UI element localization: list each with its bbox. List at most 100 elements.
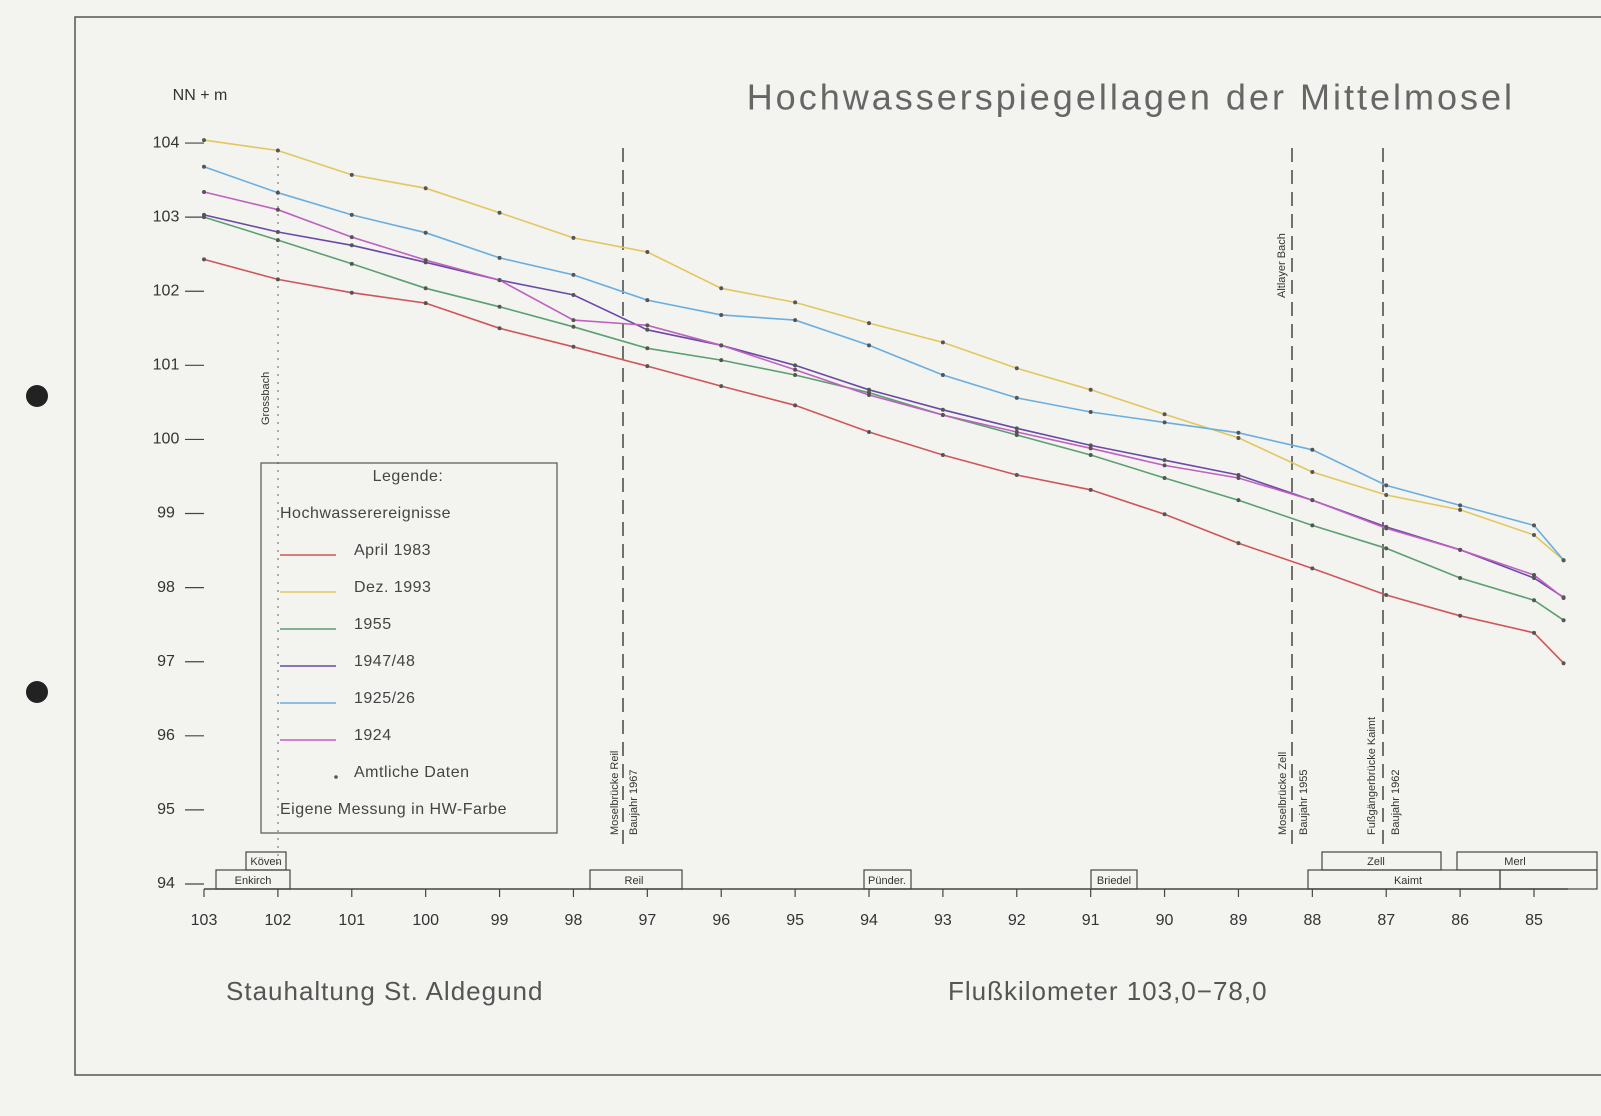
x-tick-label: 91 [1082, 912, 1100, 929]
x-tick-label: 103 [191, 912, 218, 929]
legend-label: 1955 [354, 616, 392, 633]
legend-official: Amtliche Daten [354, 764, 470, 781]
x-tick-label: 99 [491, 912, 509, 929]
place-label: Reil [625, 875, 644, 887]
data-point [1532, 575, 1537, 580]
data-point [940, 412, 945, 417]
legend-label: 1925/26 [354, 690, 415, 707]
data-point [1236, 435, 1241, 440]
data-point [1458, 547, 1463, 552]
data-point [423, 186, 428, 191]
data-point [423, 301, 428, 306]
x-tick-label: 100 [412, 912, 439, 929]
data-point [275, 148, 280, 153]
data-point [1310, 447, 1315, 452]
data-point [645, 298, 650, 303]
data-point [1088, 410, 1093, 415]
data-point [1014, 426, 1019, 431]
data-point [940, 407, 945, 412]
data-point [867, 387, 872, 392]
y-tick-label: 101 [153, 357, 180, 374]
place-label: Pünder. [868, 875, 906, 887]
y-tick-label: 94 [157, 875, 175, 892]
y-tick-label: 99 [157, 505, 175, 522]
data-point [1532, 630, 1537, 635]
data-point [1014, 395, 1019, 400]
data-point [867, 343, 872, 348]
data-point [1310, 470, 1315, 475]
data-point [1014, 430, 1019, 435]
place-label: Merl [1504, 856, 1525, 868]
y-tick-label: 102 [153, 282, 180, 299]
y-tick-label: 103 [153, 208, 180, 225]
data-point [1162, 475, 1167, 480]
data-point [202, 189, 206, 194]
series-line [203, 258, 1565, 664]
x-tick-label: 93 [934, 912, 952, 929]
series-line [203, 191, 1565, 599]
place-box [1499, 869, 1598, 890]
legend-label: 1947/48 [354, 653, 415, 670]
data-point [867, 430, 872, 435]
legend: Legende: Hochwasserereignisse Amtliche D… [260, 462, 558, 834]
data-point [793, 367, 798, 372]
data-point [275, 207, 280, 212]
data-point [1014, 366, 1019, 371]
data-point [1532, 523, 1537, 528]
place-label: Zell [1367, 856, 1385, 868]
data-point [1088, 446, 1093, 451]
data-point [645, 346, 650, 351]
data-point [1162, 420, 1167, 425]
data-point [423, 286, 428, 291]
data-point [1088, 443, 1093, 448]
data-point [1088, 452, 1093, 457]
data-point [1561, 661, 1566, 666]
data-point [1310, 566, 1315, 571]
x-tick-label: 85 [1525, 912, 1543, 929]
marker-label: Baujahr 1967 [628, 770, 640, 835]
data-point [349, 212, 354, 217]
data-point [1236, 541, 1241, 546]
data-point [571, 235, 576, 240]
y-tick-label: 97 [157, 653, 175, 670]
data-point [1458, 613, 1463, 618]
data-point [349, 172, 354, 177]
data-point [793, 318, 798, 323]
data-point [645, 364, 650, 369]
series-line [203, 216, 1565, 621]
place-label: Kaimt [1394, 875, 1422, 887]
x-tick-label: 98 [565, 912, 583, 929]
frame [74, 16, 1601, 1076]
place-label: Briedel [1097, 875, 1131, 887]
data-point [645, 249, 650, 254]
x-tick-label: 90 [1156, 912, 1174, 929]
data-point [497, 304, 502, 309]
y-tick-label: 100 [153, 431, 180, 448]
data-point [719, 286, 724, 291]
data-point [645, 327, 650, 332]
data-point [1162, 458, 1167, 463]
x-tick-label: 96 [712, 912, 730, 929]
legend-label: April 1983 [354, 542, 431, 559]
data-point [1310, 523, 1315, 528]
data-point [1561, 618, 1566, 623]
data-point [719, 358, 724, 363]
data-point [571, 324, 576, 329]
punch-hole [26, 681, 48, 703]
data-point [1014, 432, 1019, 437]
data-point [940, 340, 945, 345]
data-point [1532, 598, 1537, 603]
data-point [867, 321, 872, 326]
data-point [1458, 503, 1463, 508]
marker-label: Moselbrücke Reil [609, 751, 621, 835]
data-point [275, 190, 280, 195]
data-point [1384, 483, 1389, 488]
legend-box [260, 462, 558, 834]
x-tick-label: 101 [338, 912, 365, 929]
data-point [719, 384, 724, 389]
x-tick-label: 102 [265, 912, 292, 929]
marker-label: Grossbach [260, 372, 272, 425]
data-point [1236, 430, 1241, 435]
data-point [793, 363, 798, 368]
